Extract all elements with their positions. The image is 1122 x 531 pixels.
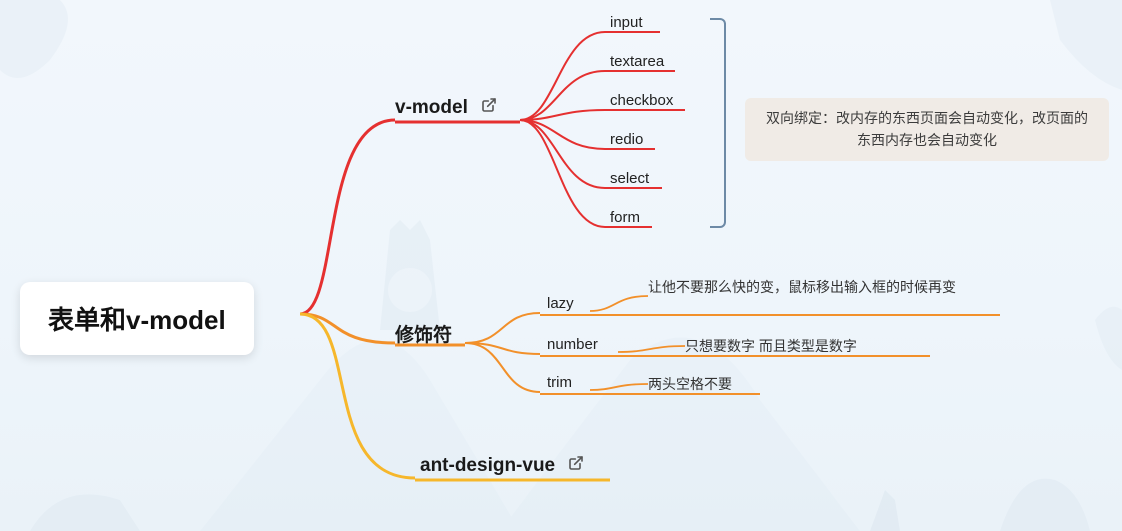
- leaf-number[interactable]: number: [547, 336, 598, 353]
- leaf-select[interactable]: select: [610, 170, 649, 187]
- leaf-form[interactable]: form: [610, 209, 640, 226]
- callout-text: 双向绑定：改内存的东西页面会自动变化，改页面的东西内存也会自动变化: [766, 110, 1088, 148]
- leaf-input[interactable]: input: [610, 14, 643, 31]
- root-label: 表单和v-model: [48, 305, 226, 335]
- background-silhouettes: [0, 0, 1122, 531]
- group-bracket: [710, 18, 726, 228]
- note-number: 只想要数字 而且类型是数字: [685, 336, 985, 356]
- root-node[interactable]: 表单和v-model: [20, 282, 254, 355]
- note-trim: 两头空格不要: [648, 374, 848, 394]
- leaf-trim[interactable]: trim: [547, 374, 572, 391]
- branch-antd-label: ant-design-vue: [420, 455, 555, 476]
- leaf-lazy[interactable]: lazy: [547, 295, 574, 312]
- external-link-icon: [568, 455, 584, 477]
- branch-vmodel[interactable]: v-model: [395, 97, 497, 119]
- leaf-checkbox[interactable]: checkbox: [610, 92, 673, 109]
- note-lazy: 让他不要那么快的变，鼠标移出输入框的时候再变: [648, 277, 998, 297]
- branch-modifiers-label: 修饰符: [395, 325, 452, 346]
- leaf-textarea[interactable]: textarea: [610, 53, 664, 70]
- mindmap-edges: [0, 0, 1122, 531]
- callout-two-way-binding: 双向绑定：改内存的东西页面会自动变化，改页面的东西内存也会自动变化: [745, 98, 1109, 161]
- branch-vmodel-label: v-model: [395, 97, 468, 118]
- branch-ant-design-vue[interactable]: ant-design-vue: [420, 455, 584, 477]
- branch-modifiers[interactable]: 修饰符: [395, 320, 452, 347]
- leaf-redio[interactable]: redio: [610, 131, 643, 148]
- external-link-icon: [481, 97, 497, 119]
